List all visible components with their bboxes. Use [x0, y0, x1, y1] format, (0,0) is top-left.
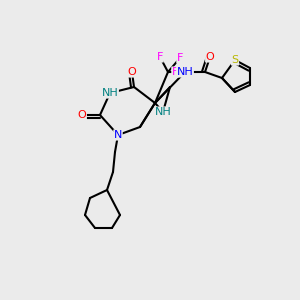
Text: F: F: [157, 52, 163, 62]
Text: O: O: [78, 110, 86, 120]
Text: O: O: [206, 52, 214, 62]
Text: S: S: [231, 55, 239, 65]
Text: N: N: [114, 130, 122, 140]
Text: NH: NH: [177, 67, 194, 77]
Text: O: O: [128, 67, 136, 77]
Text: NH: NH: [102, 88, 118, 98]
Text: F: F: [172, 67, 178, 77]
Text: F: F: [177, 53, 183, 63]
Text: NH: NH: [154, 107, 171, 117]
